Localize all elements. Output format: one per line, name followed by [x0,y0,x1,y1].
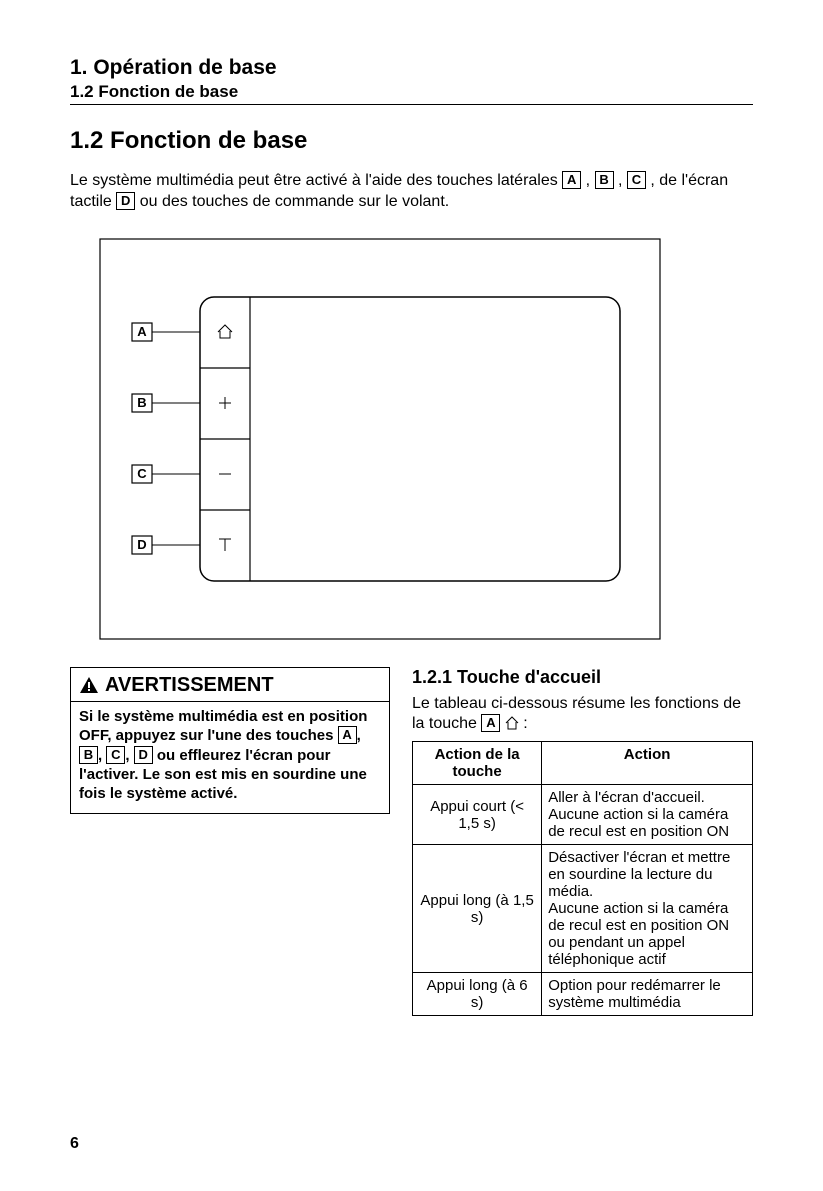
th-action: Action [542,742,753,785]
label-a: A [132,323,200,341]
warn-c2: , [98,747,106,764]
th-action-key: Action de la touche [413,742,542,785]
svg-text:D: D [137,537,146,552]
table-intro-key-a: A [481,714,500,732]
key-b-ref: B [595,171,614,189]
page-number: 6 [70,1135,79,1153]
label-c: C [132,465,200,483]
warn-key-a: A [338,726,357,744]
label-d: D [132,536,200,554]
table-intro-pre: Le tableau ci-dessous résume les fonctio… [412,695,741,733]
table-intro: Le tableau ci-dessous résume les fonctio… [412,694,753,736]
intro-text-1: Le système multimédia peut être activé à… [70,172,562,189]
power-icon [219,539,231,551]
left-column: AVERTISSEMENT Si le système multimédia e… [70,667,390,815]
plus-icon [219,397,231,409]
page: 1. Opération de base 1.2 Fonction de bas… [0,0,823,1191]
cell-key-1: Appui long (à 1,5 s) [413,845,542,973]
subsection-heading: 1.2.1 Touche d'accueil [412,667,753,688]
svg-text:C: C [137,466,147,481]
section-heading: 1.2 Fonction de base [70,127,753,155]
warn-key-d: D [134,746,153,764]
warning-title-text: AVERTISSEMENT [105,674,274,697]
cell-key-0: Appui court (< 1,5 s) [413,785,542,845]
cell-action-0: Aller à l'écran d'accueil. Aucune action… [542,785,753,845]
section-title-header: 1.2 Fonction de base [70,82,753,105]
key-a-ref: A [562,171,581,189]
two-column-region: AVERTISSEMENT Si le système multimédia e… [70,667,753,1017]
warn-key-b: B [79,746,98,764]
table-row: Appui court (< 1,5 s) Aller à l'écran d'… [413,785,753,845]
running-header: 1. Opération de base 1.2 Fonction de bas… [70,56,753,105]
cell-action-1: Désactiver l'écran et mettre en sourdine… [542,845,753,973]
device-diagram: A B C D [70,233,753,651]
intro-text-2: ou des touches de commande sur le volant… [135,193,449,210]
warn-c3: , [125,747,133,764]
warning-title: AVERTISSEMENT [71,668,389,702]
home-icon [218,325,232,338]
key-c-ref: C [627,171,646,189]
label-b: B [132,394,200,412]
actions-table: Action de la touche Action Appui court (… [412,741,753,1016]
cell-action-2: Option pour redémarrer le système multim… [542,973,753,1016]
warning-box: AVERTISSEMENT Si le système multimédia e… [70,667,390,815]
warning-icon [79,676,99,694]
key-d-ref: D [116,192,135,210]
intro-sep-1: , [581,172,594,189]
table-row: Appui long (à 1,5 s) Désactiver l'écran … [413,845,753,973]
intro-paragraph: Le système multimédia peut être activé à… [70,171,753,213]
right-column: 1.2.1 Touche d'accueil Le tableau ci-des… [412,667,753,1017]
chapter-title: 1. Opération de base [70,56,753,80]
svg-text:B: B [137,395,146,410]
intro-sep-2: , [614,172,627,189]
table-row: Appui long (à 6 s) Option pour redémarre… [413,973,753,1016]
table-intro-post: : [523,715,527,732]
svg-text:A: A [137,324,147,339]
warn-c1: , [357,727,361,744]
warning-body-pre: Si le système multimédia est en position… [79,708,367,745]
warn-key-c: C [106,746,125,764]
warning-body: Si le système multimédia est en position… [71,702,389,814]
cell-key-2: Appui long (à 6 s) [413,973,542,1016]
home-icon-inline [505,716,519,730]
